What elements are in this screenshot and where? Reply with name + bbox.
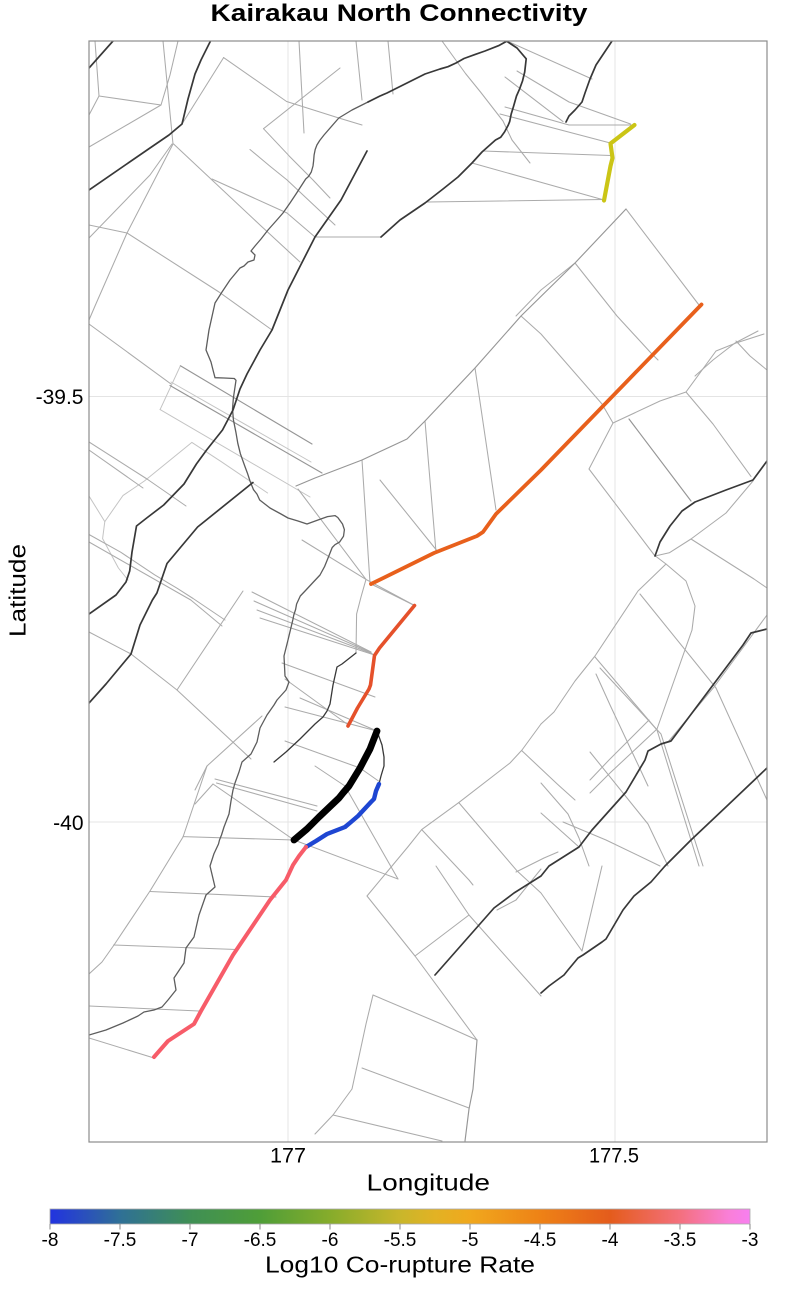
svg-text:-5.5: -5.5 bbox=[384, 1230, 417, 1251]
svg-text:Kairakau North Connectivity: Kairakau North Connectivity bbox=[211, 0, 589, 27]
svg-text:Latitude: Latitude bbox=[5, 544, 31, 637]
svg-text:-4: -4 bbox=[602, 1230, 619, 1251]
svg-text:-8: -8 bbox=[42, 1230, 59, 1251]
svg-text:-3: -3 bbox=[742, 1230, 759, 1251]
svg-text:-39.5: -39.5 bbox=[36, 386, 84, 409]
svg-text:-5: -5 bbox=[462, 1230, 479, 1251]
svg-text:177: 177 bbox=[270, 1145, 306, 1168]
svg-text:-7.5: -7.5 bbox=[104, 1230, 137, 1251]
svg-text:177.5: 177.5 bbox=[589, 1145, 639, 1168]
svg-text:-4.5: -4.5 bbox=[524, 1230, 557, 1251]
svg-text:-3.5: -3.5 bbox=[664, 1230, 697, 1251]
svg-text:Log10 Co-rupture Rate: Log10 Co-rupture Rate bbox=[265, 1252, 535, 1278]
svg-text:-40: -40 bbox=[53, 812, 83, 835]
svg-text:-7: -7 bbox=[182, 1230, 199, 1251]
svg-text:Longitude: Longitude bbox=[367, 1170, 491, 1196]
svg-text:-6: -6 bbox=[322, 1230, 339, 1251]
svg-text:-6.5: -6.5 bbox=[244, 1230, 277, 1251]
